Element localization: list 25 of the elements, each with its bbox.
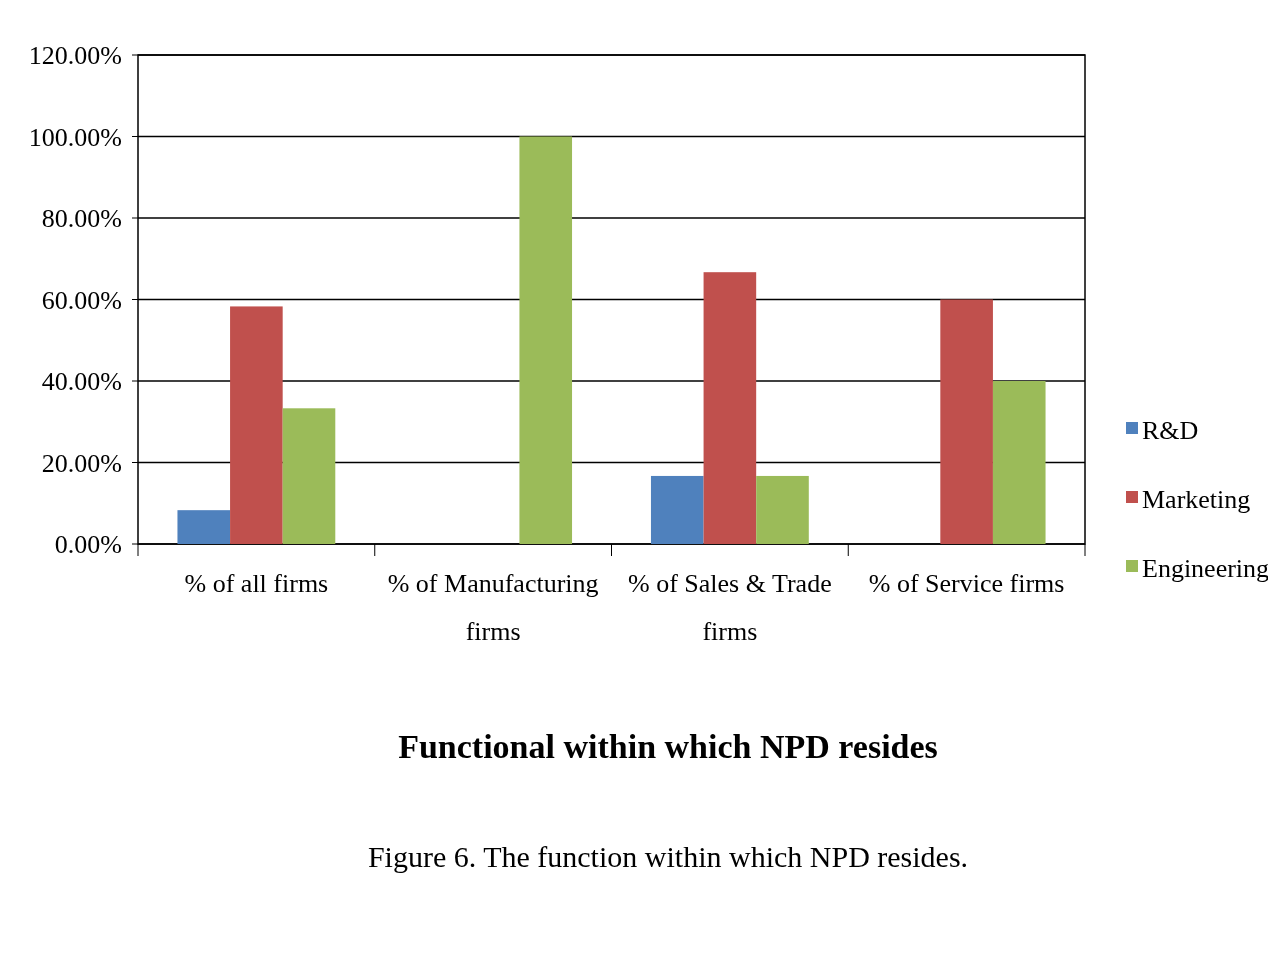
bar <box>650 475 704 544</box>
bar <box>230 306 283 544</box>
legend-label: Marketing <box>1142 485 1251 515</box>
y-tick-label: 0.00% <box>54 530 122 560</box>
bar <box>703 272 757 544</box>
legend-label: Engineering <box>1142 554 1270 584</box>
legend-label: R&D <box>1142 416 1199 446</box>
y-tick-label: 80.00% <box>41 204 122 234</box>
bar <box>992 381 1046 544</box>
x-tick-label: % of Manufacturing firms <box>387 569 599 646</box>
bar <box>282 408 336 544</box>
bar <box>940 299 993 544</box>
text: Functional within which NPD resides <box>398 727 938 765</box>
bar <box>519 136 573 544</box>
caption: Figure 6. The function within which NPD resides. <box>367 839 969 873</box>
x-tick-label: % of Sales & Trade firms <box>628 569 832 646</box>
bar <box>756 475 809 544</box>
y-tick-label: 120.00% <box>28 41 122 71</box>
x-tick-label: % of Service firms <box>868 569 1065 598</box>
y-tick-label: 60.00% <box>41 285 122 315</box>
x-tick-label: % of all firms <box>184 569 329 598</box>
y-tick-label: 100.00% <box>28 122 122 152</box>
y-tick-label: 20.00% <box>41 448 122 478</box>
bar <box>177 510 231 544</box>
y-tick-label: 40.00% <box>41 367 122 397</box>
